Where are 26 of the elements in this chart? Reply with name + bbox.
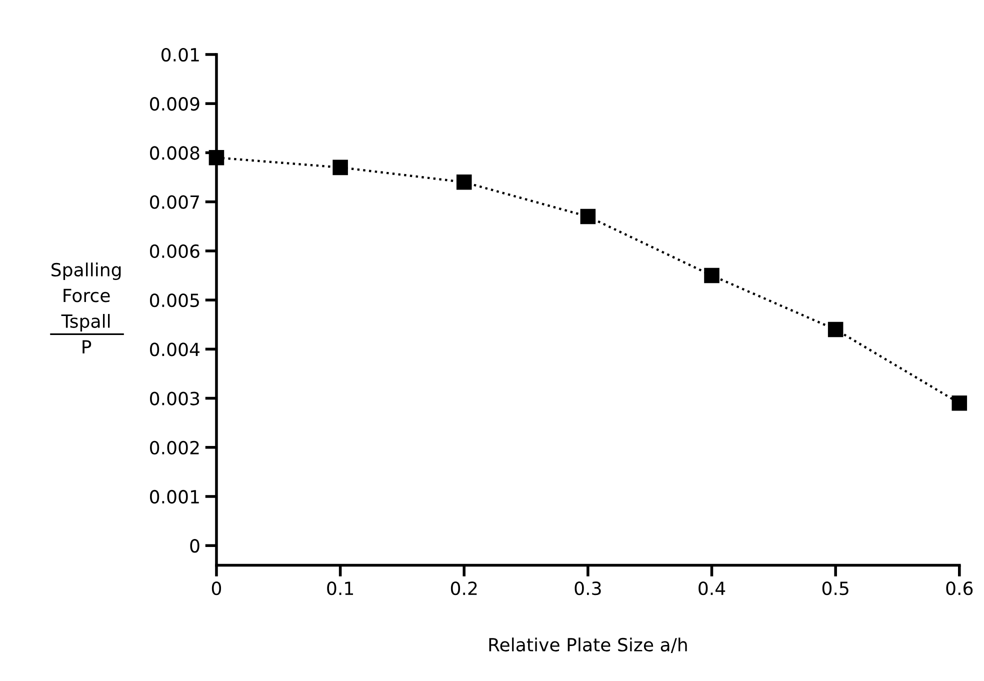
y-tick-label: 0 — [190, 539, 200, 553]
x-tick-label: 0.5 — [822, 582, 848, 596]
y-tick-label: 0.008 — [150, 146, 200, 160]
point — [456, 174, 472, 190]
y-tick-label: 0.01 — [161, 48, 199, 62]
y-tick-label: 0.007 — [150, 195, 199, 209]
y-tick-label: 0.004 — [150, 342, 200, 356]
x-tick-label: 0.4 — [698, 582, 726, 596]
y-tick-label: 0.001 — [150, 490, 199, 504]
x-tick-label: 0 — [212, 582, 222, 596]
x-tick-label: 0.2 — [450, 582, 477, 596]
point — [704, 268, 720, 284]
y-tick-label: 0.006 — [150, 244, 200, 258]
y-tick-label: 0.003 — [150, 392, 200, 406]
point — [828, 322, 844, 338]
point — [580, 208, 596, 224]
y-tick-label: 0.002 — [150, 440, 199, 454]
x-tick-label: 0.6 — [946, 582, 973, 596]
y-axis-title: Spalling Force Tspall P — [52, 262, 121, 354]
x-tick-label: 0.1 — [327, 582, 353, 596]
x-tick-label: 0.3 — [574, 582, 601, 596]
y-tick-label: 0.009 — [150, 97, 200, 111]
point — [952, 396, 968, 411]
x-axis-title: Relative Plate Size a/h — [489, 638, 687, 653]
y-tick-label: 0.005 — [150, 293, 199, 308]
point — [332, 160, 348, 176]
